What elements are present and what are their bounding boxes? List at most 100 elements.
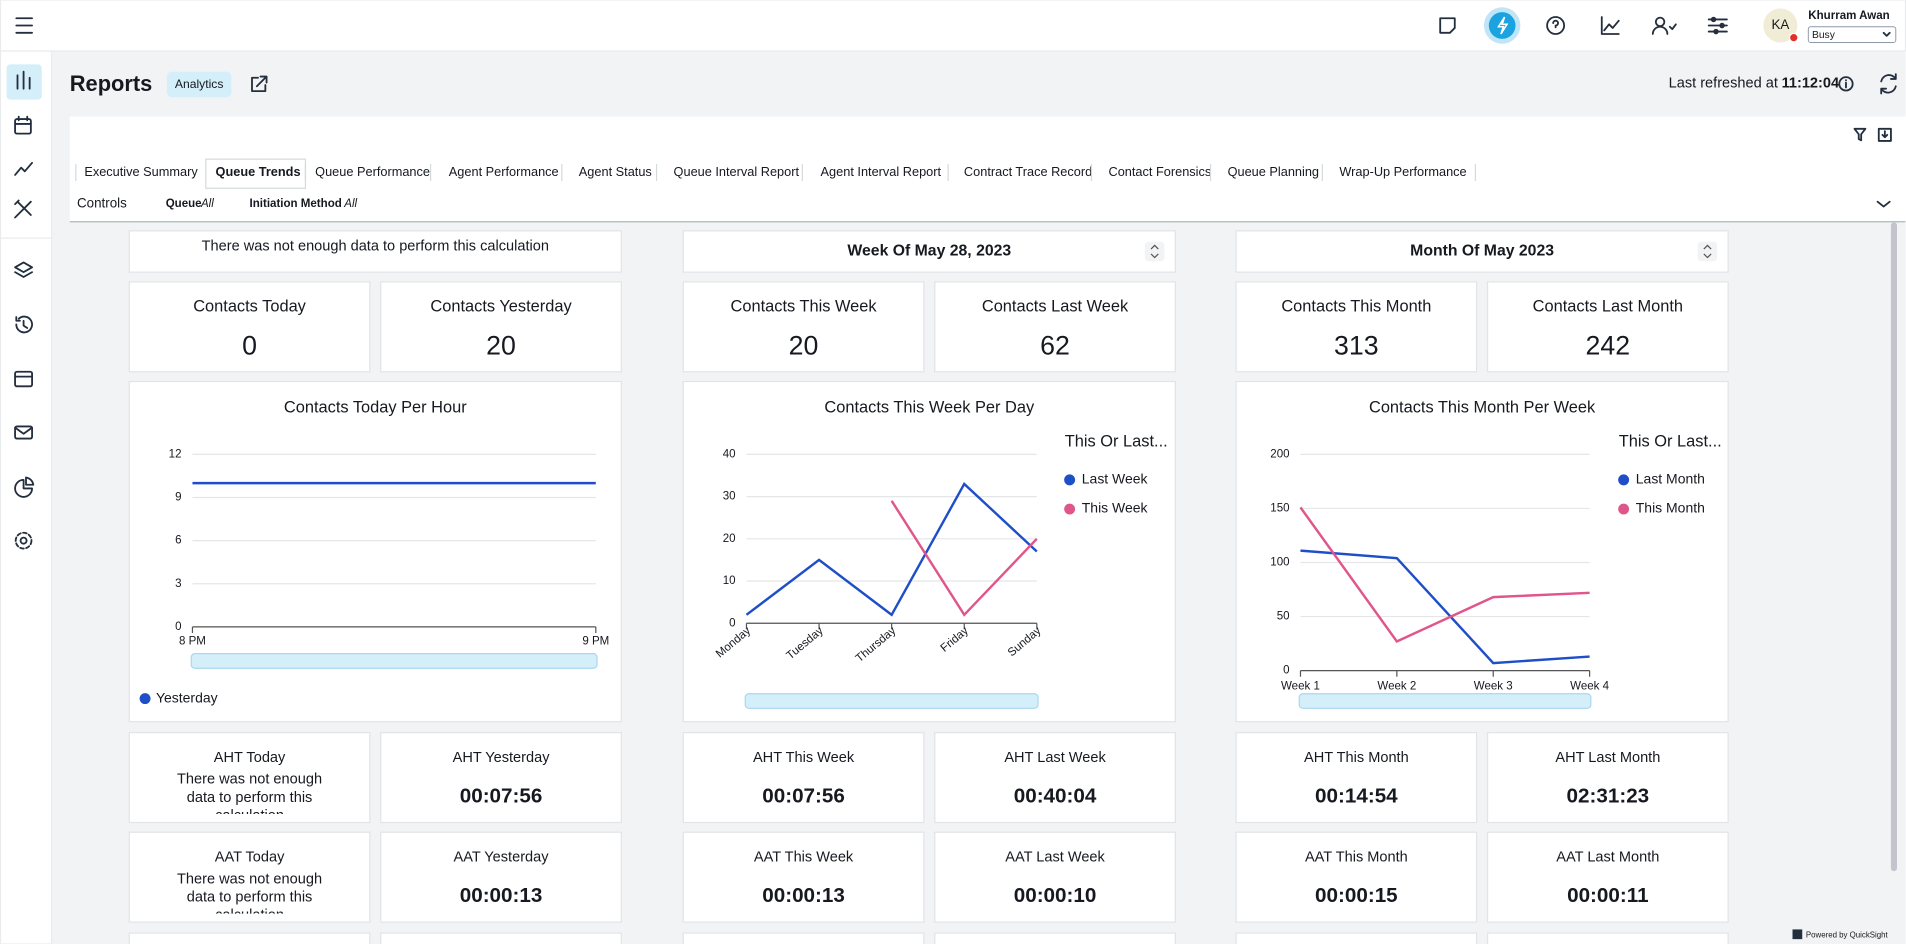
kpi-label: Contacts This Month <box>1281 298 1431 316</box>
kpi-card <box>128 281 371 373</box>
users-button[interactable] <box>1651 16 1677 35</box>
aht-value: 02:31:23 <box>1567 784 1650 807</box>
chart-title: Contacts This Week Per Day <box>824 399 1035 417</box>
filter-button[interactable] <box>1853 127 1867 142</box>
aat-value: 00:00:15 <box>1315 884 1398 907</box>
aat-value: 00:00:10 <box>1014 884 1097 907</box>
info-icon[interactable] <box>1838 76 1854 92</box>
ccp-button[interactable] <box>1488 12 1516 39</box>
filter-name[interactable]: Initiation Method <box>250 198 342 210</box>
kpi-value: 20 <box>486 331 516 361</box>
period-spinner[interactable] <box>1697 241 1718 262</box>
kpi-value: 313 <box>1334 331 1379 361</box>
nav-history[interactable] <box>15 315 33 334</box>
nav-email[interactable] <box>14 425 33 440</box>
y-tick-label: 150 <box>1270 502 1289 514</box>
chart-scroll[interactable] <box>744 693 1039 709</box>
line-series <box>745 481 1038 617</box>
tab[interactable]: Queue Trends <box>216 164 301 179</box>
tab[interactable]: Contract Trace Record <box>964 164 1092 179</box>
nav-layers[interactable] <box>14 261 33 278</box>
y-tick-label: 40 <box>723 448 736 460</box>
tab[interactable]: Queue Planning <box>1228 164 1319 179</box>
aat-label: AAT Yesterday <box>454 850 550 866</box>
aht-label: AHT This Week <box>753 750 855 766</box>
tab-active <box>205 158 307 189</box>
legend-marker <box>1618 474 1630 486</box>
status-select[interactable] <box>1807 26 1897 44</box>
next-card <box>1235 932 1478 944</box>
help-button[interactable] <box>1546 16 1566 35</box>
menu-button[interactable] <box>15 17 33 34</box>
period-title: Month Of May 2023 <box>1410 243 1554 260</box>
tab[interactable]: Queue Interval Report <box>674 164 800 179</box>
nav-tools[interactable] <box>14 199 32 219</box>
download-button[interactable] <box>1877 127 1892 142</box>
y-tick-label: 0 <box>1283 665 1289 677</box>
nav-settings[interactable] <box>14 531 33 550</box>
aht-card <box>682 731 925 824</box>
next-card <box>934 932 1176 944</box>
tab-bar: Executive Summary Queue Trends Queue Perfo… <box>75 158 1477 189</box>
period-spinner[interactable] <box>1144 241 1165 262</box>
status-dot <box>1788 32 1799 43</box>
tab[interactable]: Agent Performance <box>449 164 559 179</box>
aht-card <box>1235 731 1478 824</box>
metrics-button[interactable] <box>1600 16 1620 35</box>
chart-scroll[interactable] <box>190 653 598 669</box>
next-card <box>128 932 371 944</box>
legend-marker <box>1618 503 1630 515</box>
status-value: Busy <box>1812 30 1836 41</box>
chart-scroll[interactable] <box>1298 693 1592 709</box>
nav-pie[interactable] <box>14 476 35 498</box>
x-tick-label: 9 PM <box>582 636 609 648</box>
nav-reports[interactable] <box>16 70 31 90</box>
controls-label: Controls <box>77 196 127 211</box>
legend-marker <box>1064 474 1076 486</box>
controls-toggle[interactable] <box>1876 200 1891 208</box>
tab[interactable]: Executive Summary <box>84 164 198 179</box>
tab[interactable]: Contact Forensics <box>1109 164 1212 179</box>
tab[interactable]: Agent Interval Report <box>821 164 942 179</box>
avatar[interactable] <box>1763 8 1798 43</box>
aht-label: AHT Today <box>214 750 286 766</box>
y-tick-label: 3 <box>175 578 181 590</box>
notes-button[interactable] <box>1439 17 1456 34</box>
settings-button[interactable] <box>1707 16 1728 35</box>
aat-card <box>1235 831 1478 923</box>
legend-marker <box>1064 503 1076 515</box>
filter-value[interactable]: All <box>200 198 214 210</box>
spinner-arrows <box>1150 244 1159 259</box>
header-note: There was not enough data to perform thi… <box>202 238 549 254</box>
aht-card <box>128 731 371 824</box>
refresh-button[interactable] <box>1880 73 1897 95</box>
status-caret <box>1882 31 1891 37</box>
tab[interactable]: Wrap-Up Performance <box>1339 164 1466 179</box>
kpi-label: Contacts Last Month <box>1533 298 1683 316</box>
legend-title: This Or Last... <box>1619 433 1722 451</box>
y-tick-label: 30 <box>723 491 736 503</box>
aat-label: AAT Today <box>215 850 285 866</box>
aat-note-container: There was not enough data to perform thi… <box>177 870 322 914</box>
tab[interactable]: Agent Status <box>579 164 652 179</box>
nav-window[interactable] <box>14 370 33 388</box>
quicksight-logo <box>1792 929 1803 940</box>
filter-value[interactable]: All <box>343 198 357 210</box>
tab[interactable]: Queue Performance <box>315 164 430 179</box>
aat-value: 00:00:13 <box>762 884 845 907</box>
aht-note-container: There was not enough data to perform thi… <box>177 770 322 814</box>
top-bar <box>0 0 1906 52</box>
aat-card <box>380 831 622 923</box>
kpi-card <box>380 281 622 373</box>
scrollbar <box>1890 222 1897 872</box>
footer: Powered by QuickSight <box>1806 931 1889 940</box>
kpi-label: Contacts Last Week <box>982 298 1129 316</box>
nav-analytics[interactable] <box>14 161 33 176</box>
column-header <box>128 230 622 273</box>
filter-name[interactable]: Queue <box>166 198 202 210</box>
open-external[interactable] <box>251 75 268 93</box>
nav-calendar[interactable] <box>14 115 32 135</box>
legend-label: Last Month <box>1636 471 1705 487</box>
